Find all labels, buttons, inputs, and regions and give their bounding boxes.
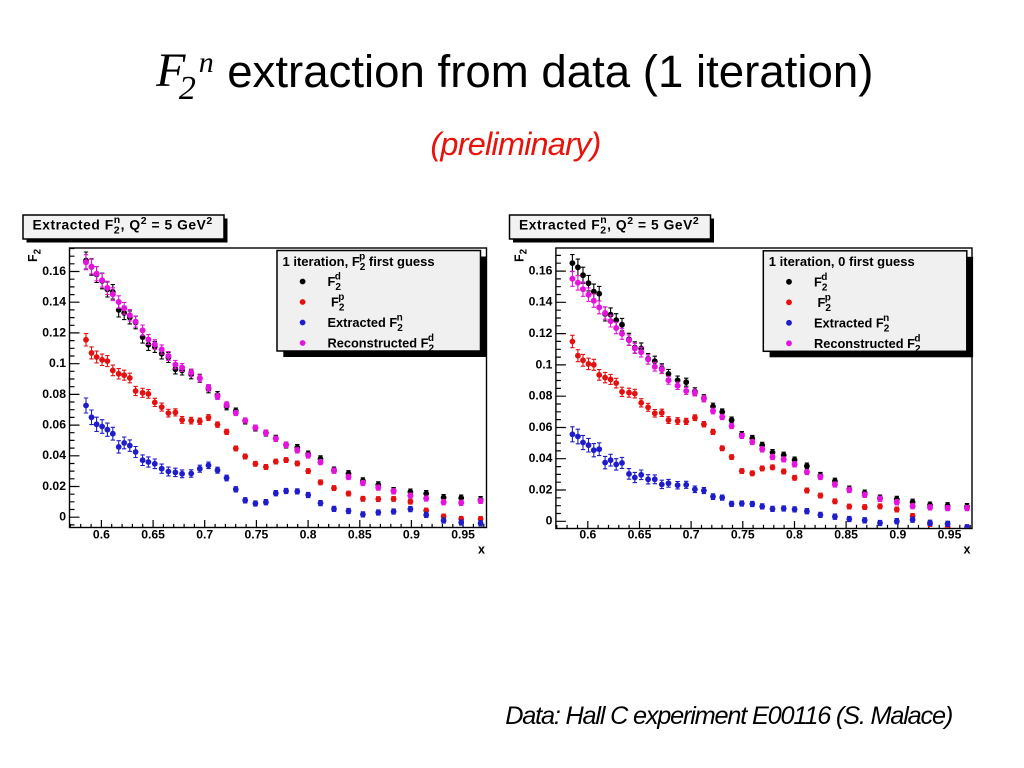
- svg-text:0.6: 0.6: [579, 528, 596, 542]
- svg-text:Extracted F2n: Extracted F2n: [328, 313, 404, 335]
- svg-text:F2d: F2d: [814, 272, 828, 294]
- svg-text:0.12: 0.12: [42, 325, 66, 339]
- svg-text:0.65: 0.65: [628, 528, 652, 542]
- svg-text:0.75: 0.75: [731, 528, 755, 542]
- svg-text:0.02: 0.02: [529, 482, 553, 496]
- svg-text:0.95: 0.95: [451, 528, 475, 542]
- svg-text:0.06: 0.06: [529, 420, 553, 434]
- svg-text:Reconstructed F2d: Reconstructed F2d: [328, 333, 435, 355]
- svg-text:F2: F2: [512, 248, 529, 262]
- svg-text:F2d: F2d: [328, 272, 342, 294]
- svg-text:0.04: 0.04: [42, 448, 66, 462]
- svg-text:x: x: [964, 543, 971, 557]
- svg-text:x: x: [478, 543, 485, 557]
- svg-text:Reconstructed F2d: Reconstructed F2d: [814, 334, 921, 356]
- svg-text:0.02: 0.02: [42, 479, 66, 493]
- svg-text:0.08: 0.08: [529, 389, 553, 403]
- svg-text:0.14: 0.14: [529, 295, 553, 309]
- svg-text:Extracted F2n: Extracted F2n: [814, 313, 890, 335]
- svg-text:0.16: 0.16: [529, 264, 553, 278]
- svg-text:F2p: F2p: [814, 293, 831, 315]
- svg-text:Extracted F2n, Q2 = 5 GeV2: Extracted F2n, Q2 = 5 GeV2: [519, 214, 699, 237]
- svg-text:0.8: 0.8: [300, 528, 317, 542]
- svg-text:0.1: 0.1: [535, 357, 552, 371]
- svg-text:0.9: 0.9: [889, 528, 906, 542]
- svg-text:0.85: 0.85: [834, 528, 858, 542]
- svg-text:0.6: 0.6: [93, 528, 110, 542]
- svg-text:0.7: 0.7: [196, 528, 213, 542]
- svg-text:0.85: 0.85: [348, 528, 372, 542]
- svg-text:0: 0: [546, 514, 553, 528]
- svg-text:0.9: 0.9: [403, 528, 420, 542]
- svg-text:0.75: 0.75: [245, 528, 269, 542]
- svg-text:0.06: 0.06: [42, 418, 66, 432]
- svg-text:0.14: 0.14: [42, 295, 66, 309]
- svg-text:F2: F2: [26, 248, 43, 262]
- svg-text:0.16: 0.16: [42, 264, 66, 278]
- svg-text:0.65: 0.65: [141, 528, 165, 542]
- svg-text:0.12: 0.12: [529, 326, 553, 340]
- svg-text:0.7: 0.7: [683, 528, 700, 542]
- svg-text:0.1: 0.1: [49, 356, 66, 370]
- svg-text:0.95: 0.95: [938, 528, 962, 542]
- svg-text:0.8: 0.8: [786, 528, 803, 542]
- svg-text:1 iteration, 0 first guess: 1 iteration, 0 first guess: [769, 254, 915, 269]
- svg-text:0.04: 0.04: [529, 451, 553, 465]
- svg-text:0.08: 0.08: [42, 387, 66, 401]
- svg-text:1 iteration, F2p first guess: 1 iteration, F2p first guess: [283, 251, 435, 273]
- svg-text:F2p: F2p: [328, 292, 345, 314]
- svg-text:0: 0: [59, 510, 66, 524]
- svg-text:Extracted F2n, Q2 = 5 GeV2: Extracted F2n, Q2 = 5 GeV2: [33, 214, 213, 237]
